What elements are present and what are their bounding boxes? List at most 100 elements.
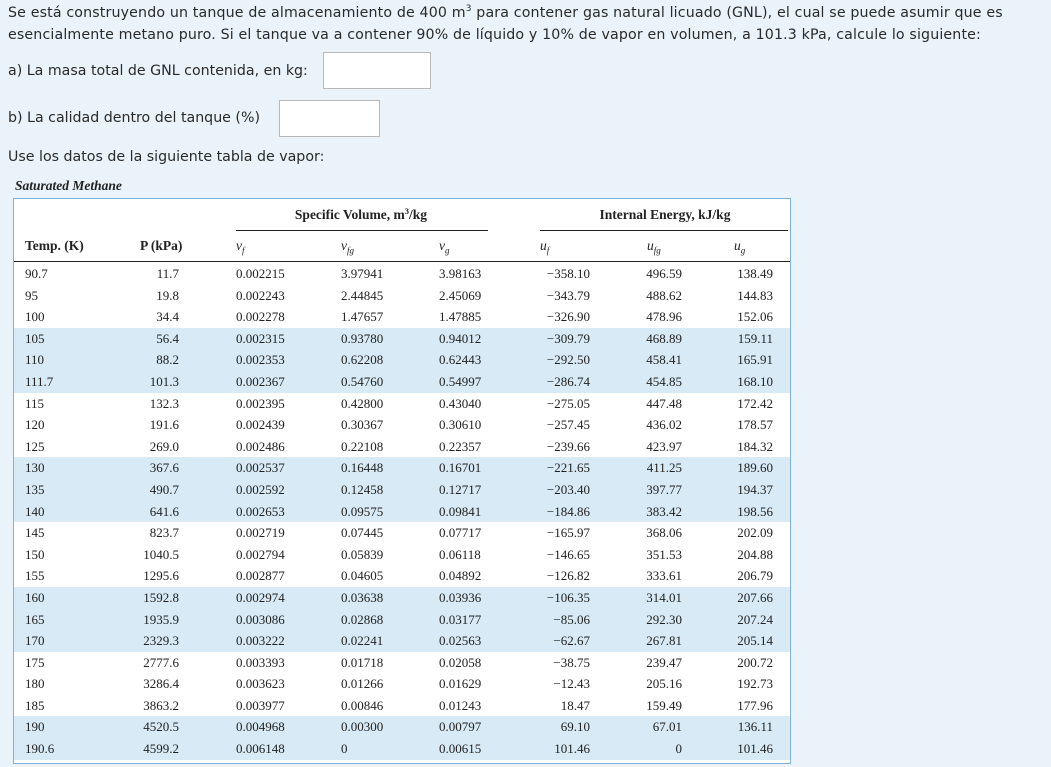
header-pressure: P (kPa): [140, 238, 183, 253]
cell-pressure: 641.6: [149, 503, 179, 519]
cell-vg: 0.30610: [439, 417, 482, 433]
cell-vfg: 0.54760: [341, 373, 384, 389]
header-vg: vg: [439, 238, 450, 256]
cell-pressure: 101.3: [149, 373, 179, 389]
cell-vf: 0.003393: [236, 654, 285, 670]
cell-vfg: 0.05839: [341, 546, 384, 562]
table-row: 135 490.7 0.002592 0.12458 0.12717 −203.40 397…: [14, 478, 790, 501]
question-b-answer-input[interactable]: [279, 100, 380, 137]
table-intro-text: Use los datos de la siguiente tabla de v…: [8, 149, 325, 165]
cell-pressure: 367.6: [149, 460, 179, 476]
cell-vf: 0.003623: [236, 676, 285, 692]
cell-ug: 172.42: [737, 395, 773, 411]
cell-vf: 0.004968: [236, 719, 285, 735]
cell-uf: −38.75: [553, 654, 590, 670]
cell-pressure: 11.7: [156, 266, 179, 281]
cell-uf: −12.43: [553, 676, 590, 692]
table-row: 105 56.4 0.002315 0.93780 0.94012 −309.79 468.…: [14, 327, 790, 350]
cell-ufg: 314.01: [646, 589, 682, 605]
cell-vg: 0.09841: [439, 503, 482, 519]
cell-vfg: 2.44845: [341, 287, 384, 303]
cell-temp: 140: [25, 503, 45, 519]
question-b-label: b) La calidad dentro del tanque (%): [8, 110, 260, 126]
header-vfg: vfg: [341, 238, 355, 256]
cell-uf: −286.74: [546, 373, 590, 389]
cell-ufg: 239.47: [646, 654, 682, 670]
cell-ug: 168.10: [737, 373, 773, 389]
cell-vf: 0.002974: [236, 589, 285, 605]
cell-pressure: 3863.2: [143, 697, 179, 713]
cell-uf: −326.90: [546, 309, 590, 325]
table-row: 190.6 4599.2 0.006148 0 0.00615 101.46 0 101.46: [14, 738, 790, 760]
cell-vfg: 0.62208: [341, 352, 384, 368]
cell-pressure: 4520.5: [143, 719, 179, 735]
cell-ug: 192.73: [737, 676, 773, 692]
cell-pressure: 823.7: [149, 525, 179, 541]
cubic-superscript: 3: [465, 4, 472, 14]
cell-ufg: 67.01: [652, 719, 682, 735]
cell-uf: 18.47: [560, 697, 590, 713]
question-a-answer-input[interactable]: [323, 52, 431, 89]
cell-vfg: 0.01266: [341, 676, 384, 692]
cell-vg: 0.12717: [439, 481, 482, 497]
cell-uf: −106.35: [546, 589, 590, 605]
cell-temp: 175: [25, 654, 45, 670]
cell-ufg: 436.02: [646, 417, 682, 433]
cell-ug: 177.96: [737, 697, 773, 713]
cell-ug: 136.11: [737, 719, 773, 735]
cell-vg: 0.00615: [439, 741, 482, 757]
table-row: 185 3863.2 0.003977 0.00846 0.01243 18.47 159.…: [14, 695, 790, 717]
cell-pressure: 269.0: [149, 438, 179, 454]
cell-vfg: 0.22108: [341, 438, 384, 454]
cell-temp: 145: [25, 525, 45, 541]
header-rule: [14, 261, 790, 262]
table-row: 95 19.8 0.002243 2.44845 2.45069 −343.79 488.6…: [14, 285, 790, 307]
cell-vfg: 0.04605: [341, 568, 384, 584]
question-a-label: a) La masa total de GNL contenida, en kg…: [8, 63, 308, 79]
header-uf: uf: [540, 238, 550, 256]
cell-temp: 135: [25, 481, 45, 497]
cell-vf: 0.002353: [236, 352, 285, 368]
cell-vg: 0.94012: [439, 330, 482, 346]
cell-vg: 0.03177: [439, 611, 482, 627]
table-row: 175 2777.6 0.003393 0.01718 0.02058 −38.75 239…: [14, 652, 790, 674]
cell-vf: 0.003977: [236, 697, 285, 713]
cell-uf: −343.79: [546, 287, 590, 303]
cell-vg: 0.00797: [439, 719, 482, 735]
cell-ug: 184.32: [737, 438, 773, 454]
cell-temp: 111.7: [25, 373, 54, 389]
table-row: 155 1295.6 0.002877 0.04605 0.04892 −126.82 33…: [14, 565, 790, 587]
cell-ug: 194.37: [737, 481, 773, 497]
internal-energy-rule: [540, 230, 788, 231]
table-row: 100 34.4 0.002278 1.47657 1.47885 −326.90 478.…: [14, 306, 790, 328]
cell-ufg: 458.41: [646, 352, 682, 368]
cell-uf: −62.67: [553, 633, 590, 649]
cell-vfg: 0.00300: [341, 719, 384, 735]
cell-vfg: 0.12458: [341, 481, 384, 497]
cell-vfg: 0.02241: [341, 633, 384, 649]
cell-pressure: 2329.3: [143, 633, 179, 649]
cell-uf: −165.97: [546, 525, 590, 541]
internal-energy-band-label: Internal Energy, kJ/kg: [599, 207, 731, 222]
cell-temp: 150: [25, 546, 45, 562]
cell-vg: 0.03936: [439, 589, 482, 605]
cell-vf: 0.002215: [236, 266, 285, 281]
cell-vg: 0.16701: [439, 460, 482, 476]
cell-temp: 190.6: [25, 741, 55, 757]
cell-pressure: 1295.6: [143, 568, 179, 584]
cell-vf: 0.002537: [236, 460, 285, 476]
cell-ug: 152.06: [737, 309, 773, 325]
cell-ug: 205.14: [737, 633, 773, 649]
cell-vf: 0.002794: [236, 546, 285, 562]
cell-uf: −221.65: [546, 460, 590, 476]
cell-vfg: 3.97941: [341, 266, 384, 281]
cell-uf: −184.86: [546, 503, 590, 519]
cell-ufg: 411.25: [646, 460, 682, 476]
specific-volume-band-label: Specific Volume, m3/kg: [294, 206, 428, 222]
cell-vg: 2.45069: [439, 287, 482, 303]
cell-vg: 0.54997: [439, 373, 482, 389]
table-row: 130 367.6 0.002537 0.16448 0.16701 −221.65 411…: [14, 457, 790, 479]
cell-temp: 155: [25, 568, 45, 584]
cell-uf: −239.66: [546, 438, 590, 454]
cell-ufg: 488.62: [646, 287, 682, 303]
